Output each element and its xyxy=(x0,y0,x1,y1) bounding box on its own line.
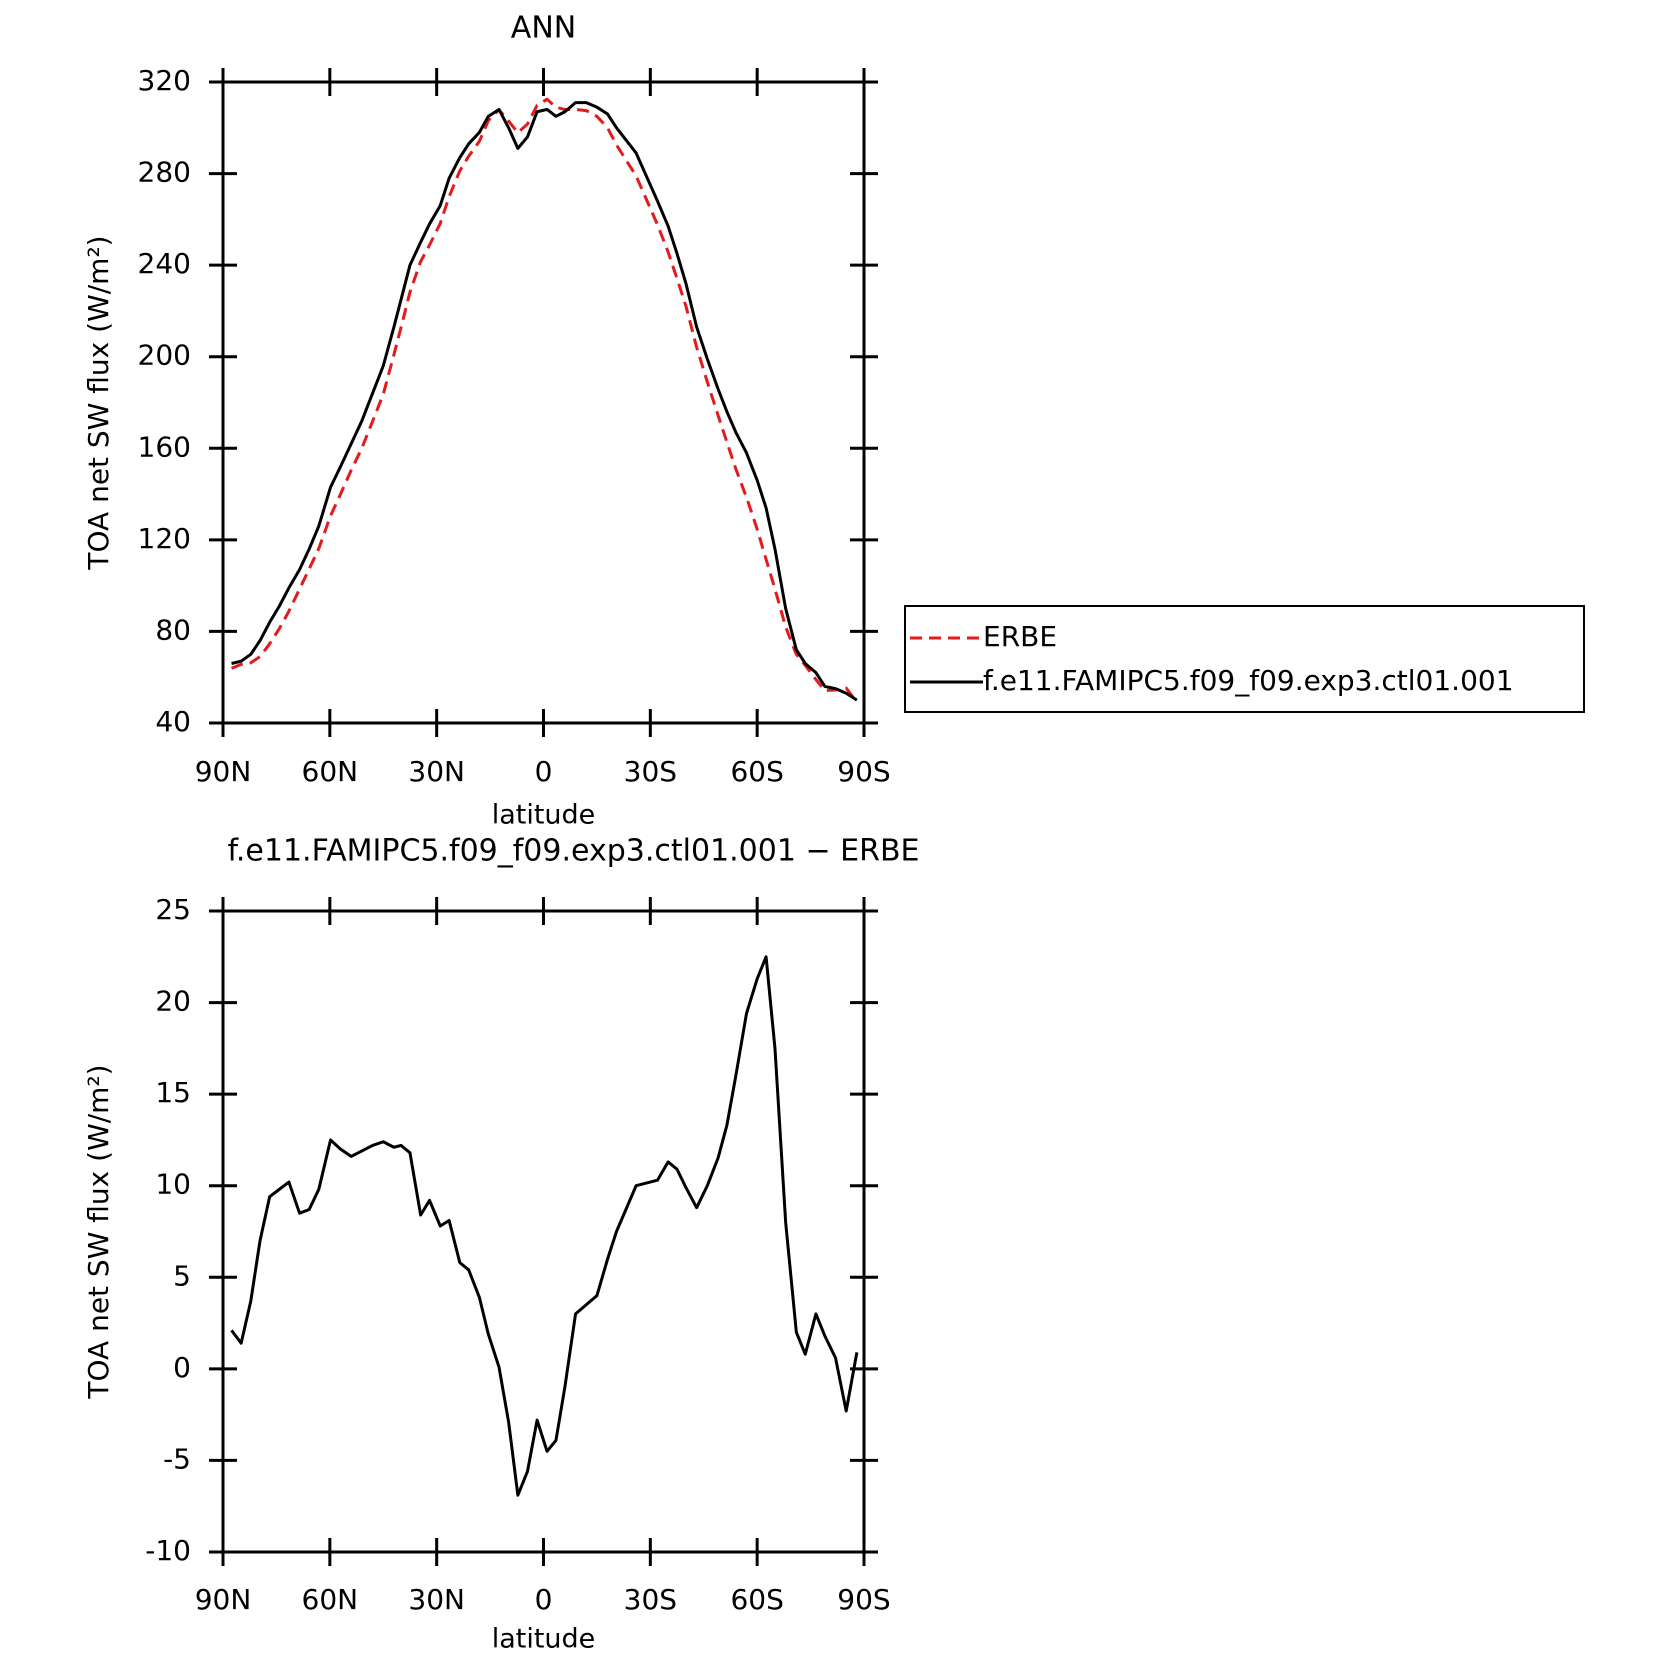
x-axis-label: latitude xyxy=(492,1624,596,1655)
y-tick-label: 280 xyxy=(138,156,191,189)
plot-frame xyxy=(221,80,866,725)
x-tick-label: 30S xyxy=(624,1583,677,1616)
y-axis-label: TOA net SW flux (W/m²) xyxy=(82,1064,115,1399)
x-tick-label: 0 xyxy=(535,755,553,788)
y-tick-label: 0 xyxy=(173,1351,191,1384)
y-tick-label: 15 xyxy=(155,1076,191,1109)
x-tick-label: 30N xyxy=(408,1583,465,1616)
plot-frame xyxy=(221,909,866,1554)
x-axis-label: latitude xyxy=(492,800,596,831)
data-line xyxy=(230,97,859,704)
y-tick-label: 320 xyxy=(138,64,191,97)
data-line xyxy=(230,955,859,1497)
y-tick-label: 10 xyxy=(155,1168,191,1201)
chart-title: ANN xyxy=(511,11,576,46)
y-tick-label: 200 xyxy=(138,339,191,372)
y-tick-label: 120 xyxy=(138,522,191,555)
y-tick-label: 25 xyxy=(155,893,191,926)
x-tick-label: 0 xyxy=(535,1583,553,1616)
x-tick-label: 30S xyxy=(624,755,677,788)
y-tick-label: 20 xyxy=(155,985,191,1018)
x-tick-label: 60S xyxy=(730,755,783,788)
y-tick-label: -5 xyxy=(163,1442,191,1475)
y-axis-label: TOA net SW flux (W/m²) xyxy=(82,235,115,570)
x-tick-label: 90N xyxy=(195,1583,252,1616)
legend-label: f.e11.FAMIPC5.f09_f09.exp3.ctl01.001 xyxy=(983,664,1514,697)
legend-box xyxy=(904,605,1585,713)
x-tick-label: 30N xyxy=(408,755,465,788)
x-tick-label: 90S xyxy=(837,755,890,788)
chart-title: f.e11.FAMIPC5.f09_f09.exp3.ctl01.001 − E… xyxy=(228,834,920,869)
y-tick-label: 40 xyxy=(155,705,191,738)
x-tick-label: 90S xyxy=(837,1583,890,1616)
y-tick-label: 160 xyxy=(138,430,191,463)
x-tick-label: 60N xyxy=(302,1583,359,1616)
x-tick-label: 90N xyxy=(195,755,252,788)
y-tick-label: -10 xyxy=(145,1534,191,1567)
y-tick-label: 240 xyxy=(138,247,191,280)
legend-label: ERBE xyxy=(983,620,1057,653)
data-line xyxy=(231,101,858,702)
y-tick-label: 5 xyxy=(173,1259,191,1292)
x-tick-label: 60N xyxy=(302,755,359,788)
y-tick-label: 80 xyxy=(155,613,191,646)
x-tick-label: 60S xyxy=(730,1583,783,1616)
